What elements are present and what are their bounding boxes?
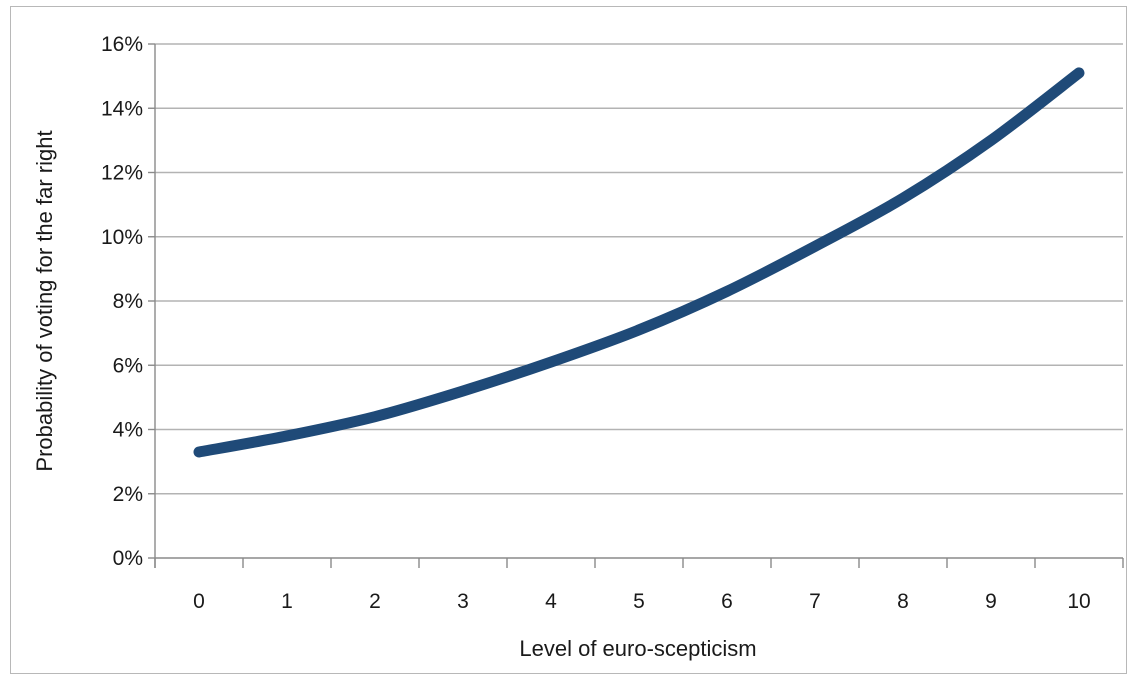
y-tick-label: 16% (101, 33, 143, 56)
y-tick-label: 10% (101, 226, 143, 249)
axes (148, 43, 1124, 568)
y-tick-label: 8% (113, 290, 143, 313)
x-tick-label: 7 (809, 590, 821, 613)
series-line-0 (193, 67, 1085, 458)
x-tick-label: 10 (1067, 590, 1090, 613)
y-tick-label: 6% (113, 354, 143, 377)
x-axis-title: Level of euro-scepticism (519, 636, 756, 661)
x-tick-label: 5 (633, 590, 645, 613)
x-tick-label: 1 (281, 590, 293, 613)
y-tick-label: 2% (113, 483, 143, 506)
x-tick-label: 9 (985, 590, 997, 613)
x-tick-label: 2 (369, 590, 381, 613)
series-layer (193, 67, 1085, 458)
chart-frame (10, 6, 1127, 674)
y-tick-label: 12% (101, 162, 143, 185)
x-tick-label: 8 (897, 590, 909, 613)
y-tick-label: 4% (113, 419, 143, 442)
x-tick-label: 6 (721, 590, 733, 613)
x-tick-label: 4 (545, 590, 557, 613)
y-tick-label: 0% (113, 547, 143, 570)
y-axis-title: Probability of voting for the far right (32, 130, 57, 471)
x-tick-label: 0 (193, 590, 205, 613)
x-tick-label: 3 (457, 590, 469, 613)
gridlines (155, 43, 1123, 495)
y-tick-label: 14% (101, 97, 143, 120)
y-tick-labels: 0% 2% 4% 6% 8% 10% 12% 14% 16% (101, 33, 143, 570)
x-tick-labels: 0 1 2 3 4 5 6 7 8 9 10 (193, 590, 1091, 613)
